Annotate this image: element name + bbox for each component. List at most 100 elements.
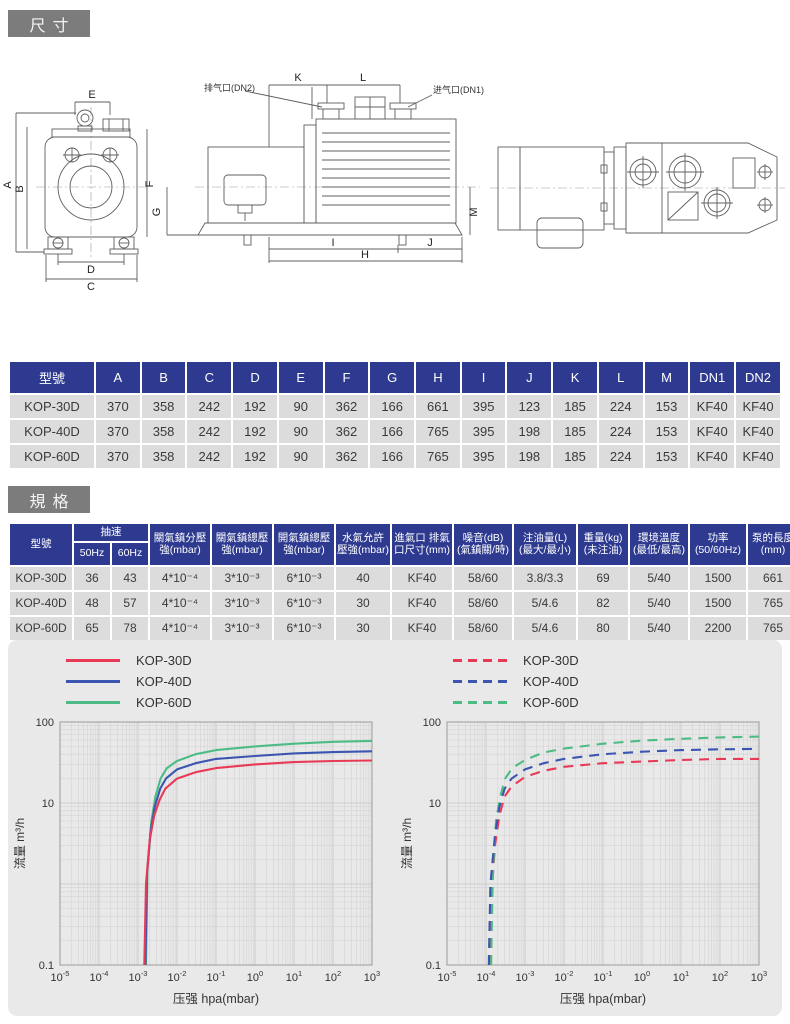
plot-frame: [59, 721, 373, 966]
table-cell: 2200: [690, 616, 746, 640]
series-line-KOP-30D: [143, 759, 373, 966]
column-header: 水氣允許 壓強(mbar): [336, 524, 390, 565]
specs-table: 型號 抽速 關氣鎮分壓 強(mbar) 關氣鎮總壓 強(mbar) 開氣鎮總壓 …: [8, 522, 790, 642]
column-header: 注油量(L) (最大/最小): [514, 524, 576, 565]
table-row: KOP-30D 370 358 242 192 90 362 166 661 395 123 185 2…: [10, 395, 780, 418]
column-header: B: [141, 362, 186, 393]
table-cell: 78: [112, 616, 148, 640]
table-cell: 395: [461, 420, 506, 443]
column-header: 進氣口 排氣 口尺寸(mm): [392, 524, 452, 565]
table-cell: 765: [416, 445, 460, 468]
table-cell: KOP-30D: [10, 395, 94, 418]
legend-line-sample: [453, 701, 507, 704]
column-header: 重量(kg) (未注油): [578, 524, 628, 565]
table-cell: 5/40: [630, 566, 688, 590]
dim-label-J: J: [427, 237, 433, 249]
table-cell: 661: [748, 566, 790, 590]
table-cell: 3*10⁻³: [212, 566, 272, 590]
column-header: 開氣鎮總壓 強(mbar): [274, 524, 334, 565]
dim-label-C: C: [87, 281, 95, 293]
column-header: D: [233, 362, 277, 393]
table-cell: KOP-60D: [10, 616, 72, 640]
dim-label-E: E: [88, 89, 95, 101]
table-cell: 3.8/3.3: [514, 566, 576, 590]
column-header: 噪音(dB) (氣鎮關/時): [454, 524, 512, 565]
table-cell: 82: [578, 591, 628, 615]
column-header: K: [553, 362, 597, 393]
legend-line-sample: [453, 680, 507, 683]
legend-label: KOP-30D: [136, 653, 192, 668]
legend-item: KOP-60D: [66, 692, 395, 713]
table-cell: 661: [416, 395, 460, 418]
table-cell: 69: [578, 566, 628, 590]
x-tick-label: 10-3: [516, 969, 535, 984]
table-cell: 1500: [690, 566, 746, 590]
table-cell: 192: [233, 445, 277, 468]
table-cell: 90: [278, 445, 323, 468]
table-cell: KF40: [736, 420, 780, 443]
table-cell: KF40: [736, 445, 780, 468]
dim-label-F: F: [144, 180, 156, 187]
pumping-speed-chart-solid: 10-5 10-4 10-3 10-2 10-1 100 101 102 103100100.1…: [13, 717, 380, 1006]
column-header: 型號: [10, 362, 94, 393]
y-axis-title: 流量 m³/h: [400, 818, 414, 869]
legend-item: KOP-30D: [453, 650, 782, 671]
x-tick-label: 101: [673, 969, 689, 984]
legend-label: KOP-40D: [136, 674, 192, 689]
legend-line-sample: [453, 659, 507, 662]
dim-label-K: K: [294, 72, 302, 84]
legend-line-sample: [66, 659, 120, 662]
table-cell: 765: [416, 420, 460, 443]
column-header: F: [324, 362, 369, 393]
column-header: 功率 (50/60Hz): [690, 524, 746, 565]
column-header: 型號: [10, 524, 72, 565]
x-tick-label: 103: [364, 969, 380, 984]
series-line-KOP-30D: [489, 757, 759, 966]
dim-label-B: B: [14, 185, 26, 192]
table-cell: 58/60: [454, 591, 512, 615]
x-tick-label: 10-4: [477, 969, 496, 984]
dim-label-L: L: [360, 72, 366, 84]
series-line-KOP-60D: [490, 735, 760, 966]
column-header: DN1: [690, 362, 735, 393]
dim-label-I: I: [331, 237, 334, 249]
table-cell: 30: [336, 591, 390, 615]
dim-label-A: A: [2, 181, 14, 189]
table-row: KOP-40D 48 57 4*10⁻⁴ 3*10⁻³ 6*10⁻³ 30 KF40 58/60…: [10, 591, 790, 615]
table-cell: KF40: [392, 566, 452, 590]
table-cell: 4*10⁻⁴: [150, 616, 210, 640]
table-cell: 43: [112, 566, 148, 590]
specs-section-label: 規格: [29, 493, 76, 511]
table-cell: KOP-30D: [10, 566, 72, 590]
legend-line-sample: [66, 701, 120, 704]
chart-legend: KOP-30D KOP-40D KOP-60D: [66, 650, 395, 714]
legend-item: KOP-40D: [453, 671, 782, 692]
table-cell: KOP-60D: [10, 445, 94, 468]
table-cell: KF40: [392, 616, 452, 640]
charts-panel: KOP-30D KOP-40D KOP-60D 10-5 10-4 10-3 10-2 10…: [8, 640, 782, 1016]
x-tick-label: 10-1: [207, 969, 226, 984]
table-row: KOP-30D 36 43 4*10⁻⁴ 3*10⁻³ 6*10⁻³ 40 KF40 58/60…: [10, 566, 790, 590]
column-header: L: [598, 362, 643, 393]
table-cell: 242: [187, 445, 232, 468]
table-cell: KF40: [690, 420, 735, 443]
dimensions-table-header-row: 型號 A B C D E F G H I J K L M DN1 DN2: [10, 362, 780, 393]
plot-frame: [446, 721, 760, 966]
column-header: J: [507, 362, 552, 393]
column-header: A: [96, 362, 140, 393]
table-cell: KF40: [690, 395, 735, 418]
x-tick-label: 102: [712, 969, 728, 984]
legend-item: KOP-60D: [453, 692, 782, 713]
table-cell: 5/4.6: [514, 616, 576, 640]
table-cell: KF40: [392, 591, 452, 615]
table-cell: 6*10⁻³: [274, 591, 334, 615]
legend-label: KOP-60D: [136, 695, 192, 710]
chart-block-dashed: KOP-30D KOP-40D KOP-60D 10-5 10-4 10-3 10-2 10…: [395, 640, 782, 1016]
column-header: 60Hz: [112, 542, 148, 565]
dimensions-section-label: 尺寸: [29, 17, 76, 35]
table-cell: 57: [112, 591, 148, 615]
table-cell: 224: [598, 395, 643, 418]
x-tick-label: 101: [286, 969, 302, 984]
table-cell: 765: [748, 616, 790, 640]
legend-item: KOP-30D: [66, 650, 395, 671]
